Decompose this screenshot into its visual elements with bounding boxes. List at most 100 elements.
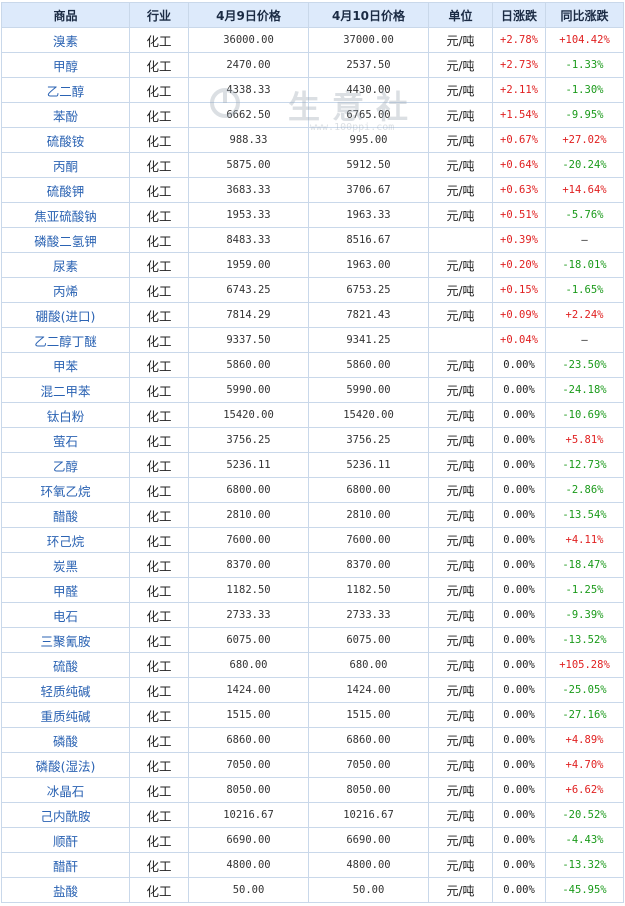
apr9-price-cell: 2470.00 — [188, 52, 309, 78]
unit-cell: 元/吨 — [428, 302, 493, 328]
apr10-price-cell: 2537.50 — [308, 52, 429, 78]
yoy-change-cell: -18.01% — [545, 252, 624, 278]
daily-change-cell: +0.67% — [492, 127, 546, 153]
yoy-change-cell: -13.54% — [545, 502, 624, 528]
daily-change-cell: 0.00% — [492, 377, 546, 403]
daily-change-cell: 0.00% — [492, 527, 546, 553]
commodity-name-link[interactable]: 硫酸钾 — [1, 177, 130, 203]
table-row: 轻质纯碱 化工 1424.00 1424.00 元/吨 0.00% -25.05% — [1, 677, 624, 703]
apr10-price-cell: 6800.00 — [308, 477, 429, 503]
apr10-price-cell: 2733.33 — [308, 602, 429, 628]
commodity-name-link[interactable]: 重质纯碱 — [1, 702, 130, 728]
apr9-price-cell: 3683.33 — [188, 177, 309, 203]
commodity-name-link[interactable]: 溴素 — [1, 27, 130, 53]
commodity-name-link[interactable]: 硫酸 — [1, 652, 130, 678]
commodity-name-link[interactable]: 磷酸(湿法) — [1, 752, 130, 778]
commodity-name-link[interactable]: 丙酮 — [1, 152, 130, 178]
apr9-price-cell: 6860.00 — [188, 727, 309, 753]
commodity-name-link[interactable]: 冰晶石 — [1, 777, 130, 803]
commodity-name-link[interactable]: 己内酰胺 — [1, 802, 130, 828]
daily-change-cell: 0.00% — [492, 677, 546, 703]
yoy-change-cell: — — [545, 327, 624, 353]
commodity-name-link[interactable]: 萤石 — [1, 427, 130, 453]
apr9-price-cell: 4800.00 — [188, 852, 309, 878]
yoy-change-cell: -1.30% — [545, 77, 624, 103]
table-row: 重质纯碱 化工 1515.00 1515.00 元/吨 0.00% -27.16% — [1, 702, 624, 728]
commodity-name-link[interactable]: 顺酐 — [1, 827, 130, 853]
yoy-change-cell: +2.24% — [545, 302, 624, 328]
table-row: 甲苯 化工 5860.00 5860.00 元/吨 0.00% -23.50% — [1, 352, 624, 378]
header-daily-change: 日涨跌 — [492, 2, 546, 28]
daily-change-cell: 0.00% — [492, 652, 546, 678]
table-row: 炭黑 化工 8370.00 8370.00 元/吨 0.00% -18.47% — [1, 552, 624, 578]
table-row: 钛白粉 化工 15420.00 15420.00 元/吨 0.00% -10.69% — [1, 402, 624, 428]
daily-change-cell: 0.00% — [492, 852, 546, 878]
daily-change-cell: 0.00% — [492, 577, 546, 603]
apr10-price-cell: 1515.00 — [308, 702, 429, 728]
unit-cell: 元/吨 — [428, 252, 493, 278]
commodity-name-link[interactable]: 环己烷 — [1, 527, 130, 553]
apr9-price-cell: 4338.33 — [188, 77, 309, 103]
apr9-price-cell: 1959.00 — [188, 252, 309, 278]
table-row: 醋酸 化工 2810.00 2810.00 元/吨 0.00% -13.54% — [1, 502, 624, 528]
commodity-name-link[interactable]: 甲醛 — [1, 577, 130, 603]
commodity-name-link[interactable]: 钛白粉 — [1, 402, 130, 428]
unit-cell: 元/吨 — [428, 702, 493, 728]
commodity-name-link[interactable]: 甲苯 — [1, 352, 130, 378]
industry-cell: 化工 — [129, 727, 189, 753]
apr9-price-cell: 7050.00 — [188, 752, 309, 778]
unit-cell: 元/吨 — [428, 627, 493, 653]
unit-cell: 元/吨 — [428, 127, 493, 153]
commodity-name-link[interactable]: 硫酸铵 — [1, 127, 130, 153]
industry-cell: 化工 — [129, 302, 189, 328]
apr10-price-cell: 6860.00 — [308, 727, 429, 753]
daily-change-cell: 0.00% — [492, 427, 546, 453]
commodity-name-link[interactable]: 醋酸 — [1, 502, 130, 528]
commodity-name-link[interactable]: 醋酐 — [1, 852, 130, 878]
apr10-price-cell: 4430.00 — [308, 77, 429, 103]
commodity-name-link[interactable]: 甲醇 — [1, 52, 130, 78]
header-row: 商品 行业 4月9日价格 4月10日价格 单位 日涨跌 同比涨跌 — [1, 2, 624, 28]
commodity-name-link[interactable]: 苯酚 — [1, 102, 130, 128]
daily-change-cell: 0.00% — [492, 477, 546, 503]
commodity-name-link[interactable]: 乙醇 — [1, 452, 130, 478]
apr9-price-cell: 6662.50 — [188, 102, 309, 128]
daily-change-cell: 0.00% — [492, 502, 546, 528]
unit-cell: 元/吨 — [428, 752, 493, 778]
unit-cell: 元/吨 — [428, 477, 493, 503]
commodity-name-link[interactable]: 盐酸 — [1, 877, 130, 903]
table-row: 电石 化工 2733.33 2733.33 元/吨 0.00% -9.39% — [1, 602, 624, 628]
unit-cell — [428, 327, 493, 353]
commodity-name-link[interactable]: 三聚氰胺 — [1, 627, 130, 653]
commodity-name-link[interactable]: 磷酸二氢钾 — [1, 227, 130, 253]
daily-change-cell: 0.00% — [492, 627, 546, 653]
daily-change-cell: +1.54% — [492, 102, 546, 128]
apr9-price-cell: 680.00 — [188, 652, 309, 678]
commodity-name-link[interactable]: 环氧乙烷 — [1, 477, 130, 503]
apr10-price-cell: 1424.00 — [308, 677, 429, 703]
apr10-price-cell: 6690.00 — [308, 827, 429, 853]
apr9-price-cell: 15420.00 — [188, 402, 309, 428]
commodity-name-link[interactable]: 硼酸(进口) — [1, 302, 130, 328]
daily-change-cell: 0.00% — [492, 702, 546, 728]
commodity-name-link[interactable]: 炭黑 — [1, 552, 130, 578]
commodity-name-link[interactable]: 乙二醇 — [1, 77, 130, 103]
apr10-price-cell: 9341.25 — [308, 327, 429, 353]
commodity-name-link[interactable]: 轻质纯碱 — [1, 677, 130, 703]
unit-cell: 元/吨 — [428, 202, 493, 228]
commodity-name-link[interactable]: 混二甲苯 — [1, 377, 130, 403]
table-row: 冰晶石 化工 8050.00 8050.00 元/吨 0.00% +6.62% — [1, 777, 624, 803]
yoy-change-cell: +105.28% — [545, 652, 624, 678]
commodity-name-link[interactable]: 电石 — [1, 602, 130, 628]
industry-cell: 化工 — [129, 277, 189, 303]
table-row: 苯酚 化工 6662.50 6765.00 元/吨 +1.54% -9.95% — [1, 102, 624, 128]
yoy-change-cell: — — [545, 227, 624, 253]
commodity-name-link[interactable]: 乙二醇丁醚 — [1, 327, 130, 353]
commodity-name-link[interactable]: 尿素 — [1, 252, 130, 278]
commodity-name-link[interactable]: 丙烯 — [1, 277, 130, 303]
commodity-name-link[interactable]: 磷酸 — [1, 727, 130, 753]
daily-change-cell: 0.00% — [492, 752, 546, 778]
commodity-name-link[interactable]: 焦亚硫酸钠 — [1, 202, 130, 228]
industry-cell: 化工 — [129, 527, 189, 553]
table-row: 三聚氰胺 化工 6075.00 6075.00 元/吨 0.00% -13.52% — [1, 627, 624, 653]
